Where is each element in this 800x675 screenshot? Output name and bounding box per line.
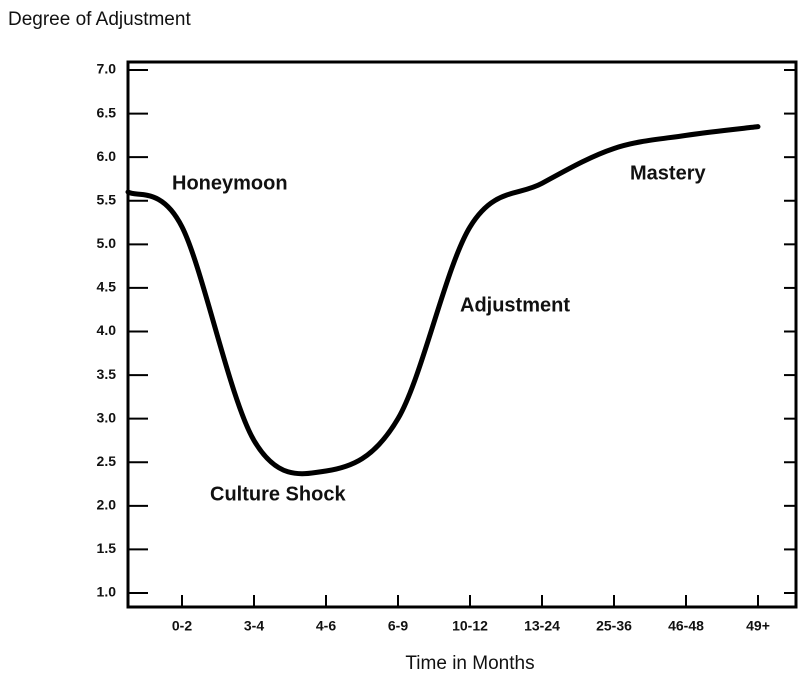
y-tick-label: 4.0 (97, 322, 117, 338)
y-tick-label: 5.0 (97, 235, 117, 251)
x-tick-label: 3-4 (244, 618, 264, 634)
annotation: Mastery (630, 162, 706, 184)
y-tick-label: 5.5 (97, 191, 117, 207)
x-tick-label: 13-24 (524, 618, 560, 634)
y-tick-label: 6.5 (97, 104, 117, 120)
x-axis-title: Time in Months (405, 653, 534, 674)
annotation: Honeymoon (172, 172, 288, 194)
x-tick-label: 46-48 (668, 618, 704, 634)
y-tick-label: 2.5 (97, 453, 117, 469)
y-tick-label: 1.0 (97, 584, 117, 600)
x-tick-label: 25-36 (596, 618, 632, 634)
x-tick-label: 10-12 (452, 618, 488, 634)
x-tick-label: 4-6 (316, 618, 336, 634)
y-tick-label: 3.5 (97, 366, 117, 382)
annotation: Adjustment (460, 294, 570, 316)
x-tick-label: 0-2 (172, 618, 192, 634)
y-tick-label: 7.0 (97, 61, 117, 77)
y-tick-label: 4.5 (97, 279, 117, 295)
x-tick-label: 49+ (746, 618, 770, 634)
y-tick-label: 1.5 (97, 540, 117, 556)
y-tick-label: 2.0 (97, 497, 117, 513)
plot-frame (126, 60, 798, 609)
annotation: Culture Shock (210, 483, 346, 505)
x-tick-label: 6-9 (388, 618, 408, 634)
y-tick-label: 6.0 (97, 148, 117, 164)
y-tick-label: 3.0 (97, 409, 117, 425)
line (125, 124, 761, 477)
y-axis-title: Degree of Adjustment (8, 9, 191, 30)
